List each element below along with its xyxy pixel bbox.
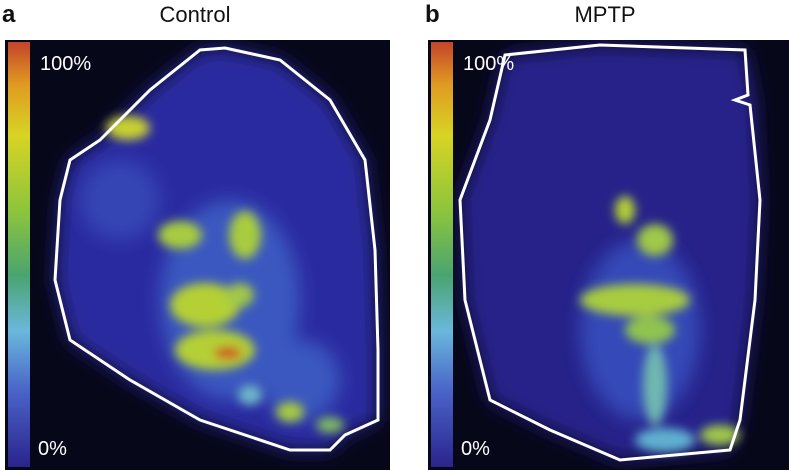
color-bar <box>8 42 30 467</box>
heatmap <box>428 40 789 470</box>
panel-letter: a <box>2 1 16 28</box>
scale-max: 100% <box>40 53 91 75</box>
heatmap <box>5 40 390 470</box>
panel-title: Control <box>160 2 231 27</box>
panel-letter: b <box>425 1 440 28</box>
scale-min: 0% <box>38 438 67 460</box>
scale-min: 0% <box>461 438 490 460</box>
panel-title: MPTP <box>574 2 635 27</box>
scale-max: 100% <box>463 53 514 75</box>
color-bar <box>431 42 453 467</box>
